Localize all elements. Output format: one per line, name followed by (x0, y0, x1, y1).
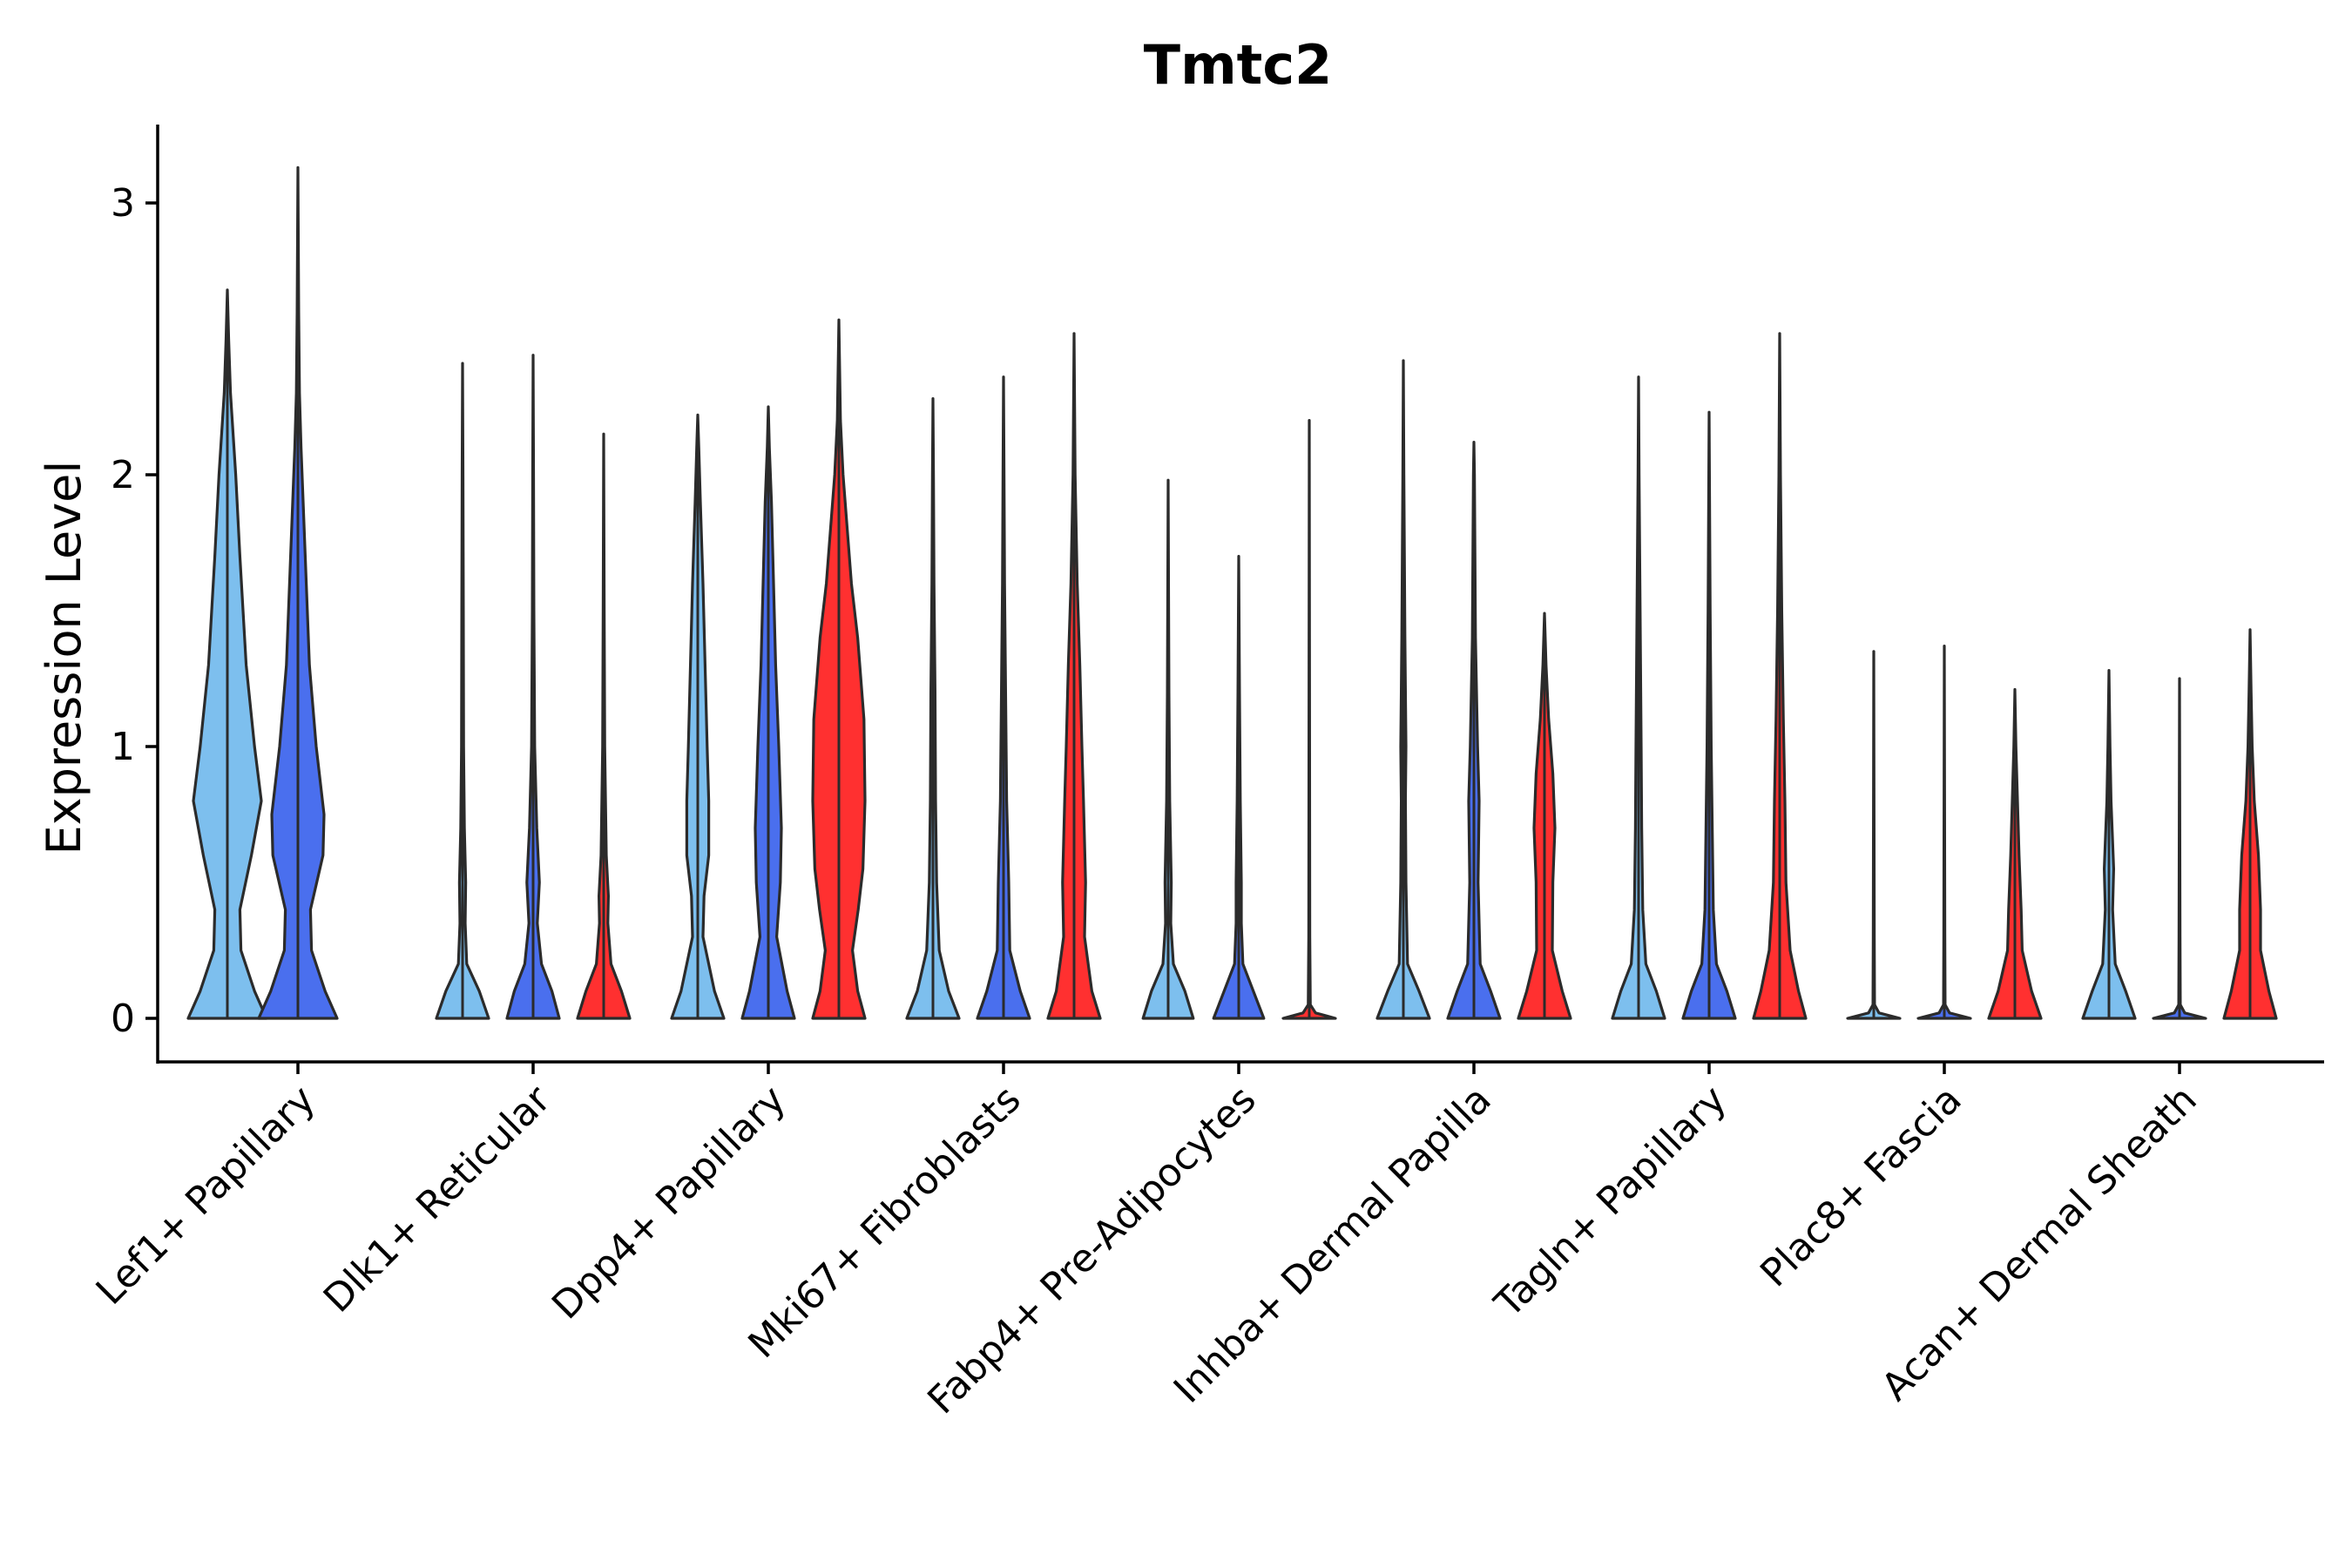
y-tick-label: 0 (111, 997, 135, 1041)
y-tick-label: 2 (111, 453, 135, 497)
y-ticks: 0 1 2 3 (111, 181, 158, 1041)
violins-layer (186, 166, 2278, 1020)
y-tick-label: 3 (111, 181, 135, 226)
y-axis-label: Expression Level (37, 461, 91, 855)
axes-layer (156, 125, 2324, 1064)
x-tick-label: Tagln+ Papillary (1486, 1078, 1735, 1327)
y-tick-label: 1 (111, 725, 135, 769)
x-tick-label: Lef1+ Papillary (88, 1078, 324, 1314)
x-tick-label: Dpp4+ Papillary (544, 1078, 794, 1328)
x-tick-label: Plac8+ Fascia (1752, 1078, 1970, 1296)
x-tick-label: Dlk1+ Reticular (315, 1077, 560, 1321)
chart-title: Tmtc2 (1144, 33, 1332, 97)
